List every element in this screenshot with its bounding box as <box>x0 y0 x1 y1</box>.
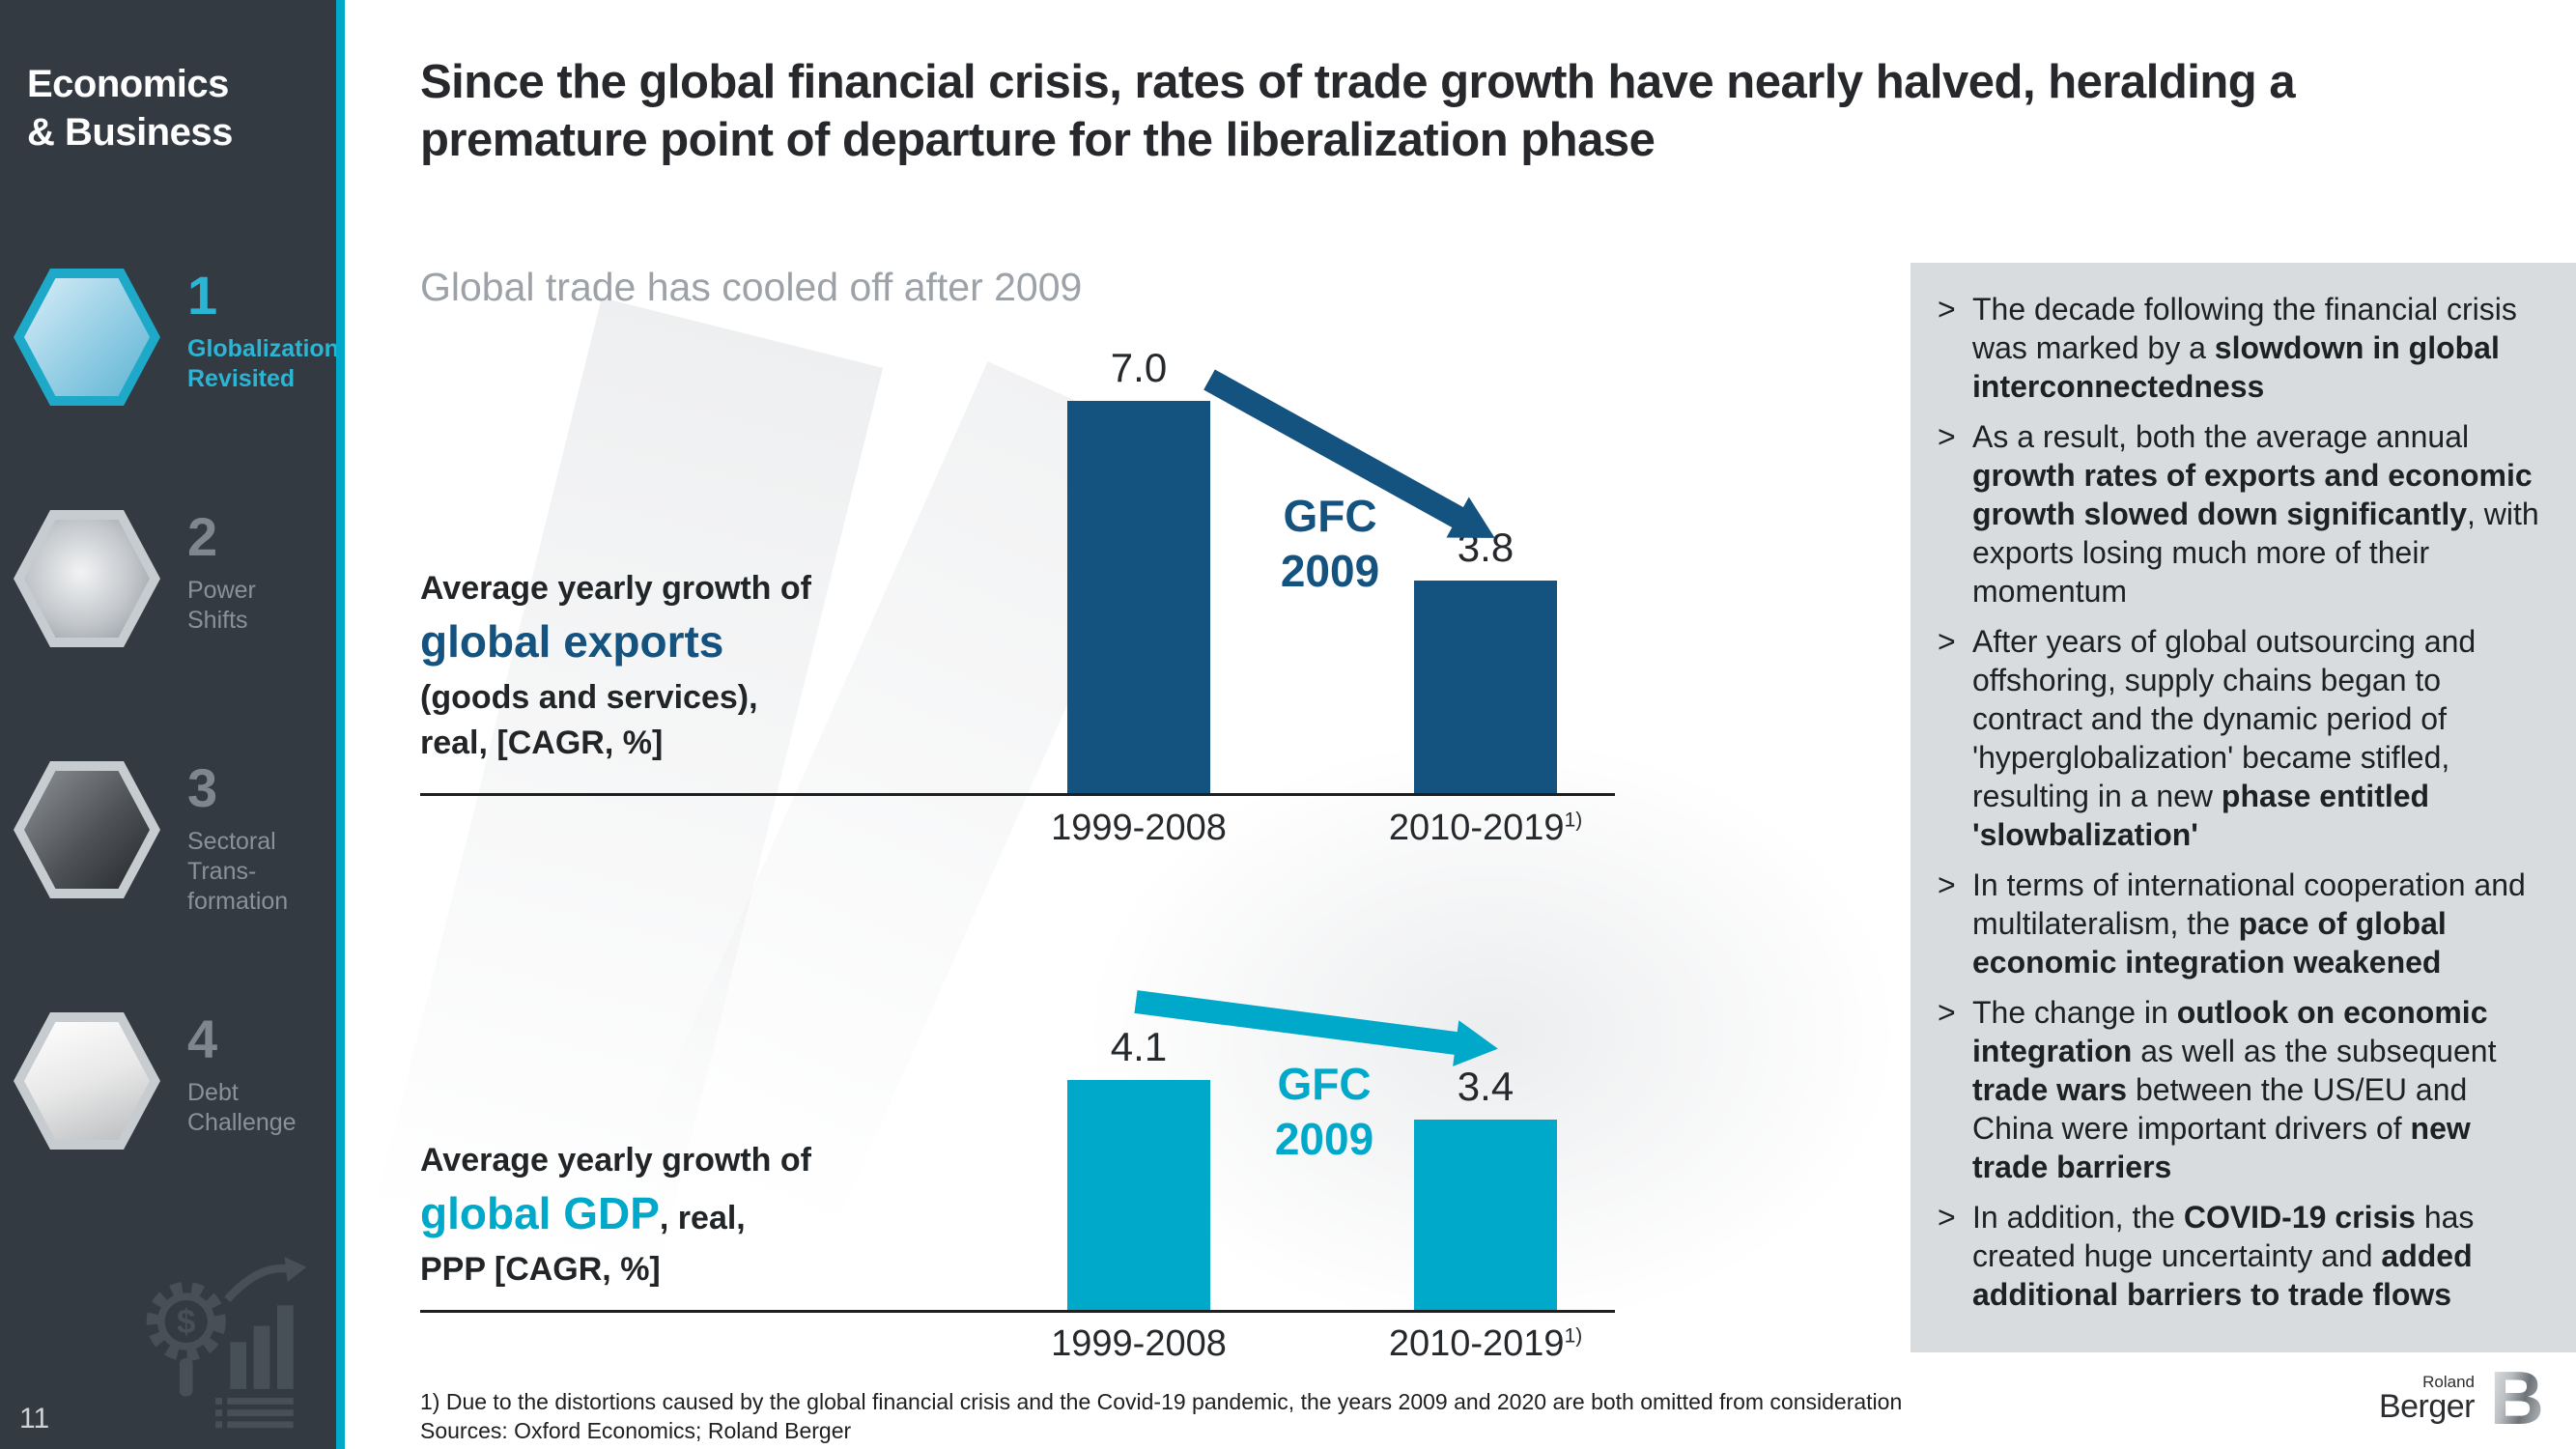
gdp-chart-label: Average yearly growth of global GDP , re… <box>420 1142 874 1293</box>
insight-bullet: > The decade following the financial cris… <box>1938 290 2539 406</box>
bullet-text: After years of global outsourcing and of… <box>1972 624 2477 852</box>
bar-2010-2019 <box>1414 581 1557 793</box>
hexagon-frame <box>14 761 160 898</box>
page-title: Since the global financial crisis, rates… <box>420 56 2296 166</box>
chart-label-prefix: Average yearly growth of <box>420 570 811 607</box>
chapter-label: Globalization Revisited <box>187 335 339 392</box>
insight-bullet: > As a result, both the average annual gr… <box>1938 417 2539 611</box>
chapter-label: Power Shifts <box>187 577 256 634</box>
lab-robot-photo-icon <box>24 771 150 889</box>
sidebar-item-globalization-revisited[interactable]: 1 Globalization Revisited <box>14 265 339 433</box>
footnote: 1) Due to the distortions caused by the … <box>420 1389 1903 1414</box>
category-label: 2010-20191) <box>1388 808 1583 848</box>
bullet-marker: > <box>1938 292 1956 327</box>
sidebar-item-sectoral-trans-formation[interactable]: 3 Sectoral Trans- formation <box>14 761 332 925</box>
bullet-text: In terms of international cooperation an… <box>1972 867 2526 980</box>
logo-b-mark-icon: B <box>2489 1355 2544 1440</box>
exports-plot-area: 7.0 3.8 <box>420 345 1615 796</box>
bar-value-label: 3.4 <box>1457 1064 1514 1109</box>
chart-label-mid: , real, <box>659 1200 746 1236</box>
gfc-2009-annotation: GFC 2009 <box>1280 491 1380 596</box>
touchscreen-photo-icon <box>24 278 150 396</box>
insight-bullet: > In terms of international cooperation a… <box>1938 866 2539 981</box>
hexagon-frame <box>14 510 160 647</box>
accent-stripe <box>336 0 345 1449</box>
gdp-category-axis: 1999-2008 2010-20191) <box>420 1323 1615 1372</box>
page-subtitle: Global trade has cooled off after 2009 <box>420 265 1083 309</box>
gfc-2009-annotation: GFC 2009 <box>1274 1059 1374 1164</box>
chart-label-suffix: PPP [CAGR, %] <box>420 1251 661 1288</box>
bullet-marker: > <box>1938 995 1956 1030</box>
bullet-marker: > <box>1938 419 1956 454</box>
chapter-number: 2 <box>187 506 218 567</box>
insight-bullet: > In addition, the COVID-19 crisis has cr… <box>1938 1198 2539 1314</box>
chart-label-prefix: Average yearly growth of <box>420 1142 811 1179</box>
bar-2010-2019 <box>1414 1120 1557 1310</box>
chapter-label: Debt Challenge <box>187 1079 297 1136</box>
category-label: 1999-2008 <box>1051 808 1227 848</box>
bullet-marker: > <box>1938 1200 1956 1235</box>
hexagon-frame <box>14 269 160 406</box>
exports-category-axis: 1999-2008 2010-20191) <box>420 808 1615 856</box>
bullet-marker: > <box>1938 867 1956 902</box>
bar-value-label: 4.1 <box>1110 1024 1168 1069</box>
coin-stacks-photo-icon <box>24 1022 150 1140</box>
chart-label-emphasis: global exports <box>420 616 724 667</box>
sources: Sources: Oxford Economics; Roland Berger <box>420 1418 852 1443</box>
chapter-number: 3 <box>187 757 218 818</box>
category-label: 2010-20191) <box>1388 1323 1583 1364</box>
chapter-number: 4 <box>187 1009 218 1069</box>
bar-value-label: 3.8 <box>1457 525 1514 570</box>
hexagon-frame <box>14 1012 160 1150</box>
sidebar-item-power-shifts[interactable]: 2 Power Shifts <box>14 510 332 674</box>
sidebar: Economics & Business 1 Globalization Revi… <box>0 0 339 1449</box>
svg-text:$: $ <box>177 1303 195 1341</box>
category-label: 1999-2008 <box>1051 1323 1227 1364</box>
page-number: 11 <box>19 1403 50 1435</box>
bullet-text: As a result, both the average annual gro… <box>1972 419 2539 609</box>
globe-photo-icon <box>24 520 150 638</box>
roland-berger-logo: Roland Berger B <box>2337 1355 2544 1443</box>
finance-gear-chart-watermark-icon: $ <box>146 1257 307 1429</box>
logo-berger-text: Berger <box>2378 1388 2476 1425</box>
exports-chart-label: Average yearly growth of global exports … <box>420 570 874 766</box>
logo-roland-text: Roland <box>2422 1373 2475 1391</box>
bar-1999-2008 <box>1067 401 1210 793</box>
chart-label-suffix: (goods and services), real, [CAGR, %] <box>420 679 758 761</box>
insight-bullet: > After years of global outsourcing and o… <box>1938 622 2539 854</box>
chapter-number: 1 <box>187 265 218 326</box>
bullet-text: The change in outlook on economic integr… <box>1972 995 2497 1184</box>
section-title: Economics & Business <box>27 63 233 154</box>
chart-label-emphasis: global GDP <box>420 1188 660 1238</box>
gdp-plot-area: 4.1 3.4 <box>420 1024 1615 1313</box>
bar-value-label: 7.0 <box>1110 345 1168 390</box>
insight-bullet: > The change in outlook on economic integ… <box>1938 993 2539 1186</box>
bullet-text: The decade following the financial crisi… <box>1972 292 2517 404</box>
chapter-label: Sectoral Trans- formation <box>187 828 289 915</box>
sidebar-item-debt-challenge[interactable]: 4 Debt Challenge <box>14 1012 332 1177</box>
bullet-text: In addition, the COVID-19 crisis has cre… <box>1972 1200 2475 1312</box>
bullet-marker: > <box>1938 624 1956 659</box>
bar-1999-2008 <box>1067 1080 1210 1310</box>
key-insights-panel: > The decade following the financial cris… <box>1911 263 2576 1352</box>
insights-list: > The decade following the financial cris… <box>1938 290 2539 1314</box>
